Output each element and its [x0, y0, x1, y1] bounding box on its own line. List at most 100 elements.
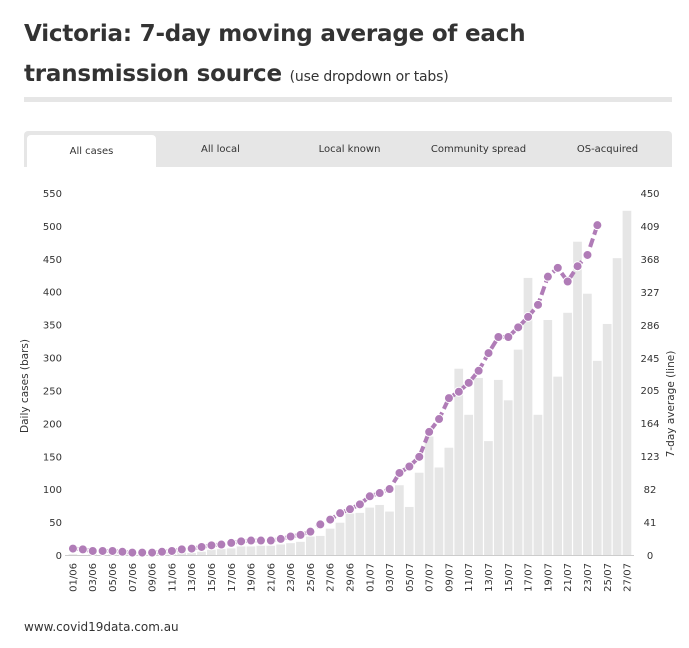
bar [226, 548, 236, 555]
average-point [166, 545, 177, 556]
y2-tick-label: 0 [647, 551, 653, 562]
average-point [443, 393, 454, 404]
bar [305, 536, 315, 555]
x-tick-label: 11/07 [464, 563, 475, 592]
bar [553, 376, 563, 555]
x-tick-label: 01/06 [68, 563, 79, 592]
average-point [285, 531, 296, 542]
x-tick-label: 11/06 [167, 563, 178, 592]
bar [474, 377, 483, 555]
y-tick-label: 450 [43, 255, 62, 266]
bar [216, 549, 226, 555]
average-point [335, 508, 346, 519]
average-point [315, 519, 326, 530]
average-point [325, 514, 336, 525]
bar [424, 436, 434, 555]
bar [197, 551, 206, 555]
x-tick-label: 19/06 [247, 563, 258, 592]
bar [484, 441, 493, 555]
average-point [473, 365, 484, 376]
x-tick-label: 23/06 [286, 563, 297, 592]
average-point [582, 249, 593, 260]
x-tick-label: 15/07 [504, 563, 515, 592]
tab-local-known[interactable]: Local known [318, 143, 381, 155]
x-tick-label: 25/07 [603, 563, 614, 592]
average-point [453, 386, 464, 397]
bar [444, 447, 454, 555]
bar [315, 535, 325, 555]
bar [296, 541, 305, 555]
tab-community-spread[interactable]: Community spread [430, 143, 527, 155]
average-point [77, 544, 88, 555]
bar [187, 553, 196, 555]
average-point [552, 262, 563, 273]
bar [375, 504, 384, 555]
average-point [533, 299, 543, 310]
bar [533, 414, 543, 555]
y2-tick-label: 327 [640, 288, 659, 299]
bar [602, 323, 612, 555]
bar [612, 258, 622, 555]
y-tick-label: 250 [43, 386, 62, 397]
average-point [424, 426, 435, 437]
y2-tick-label: 286 [640, 321, 659, 332]
bar [345, 513, 355, 555]
y-tick-label: 50 [49, 518, 62, 529]
y2-tick-label: 368 [640, 255, 659, 266]
x-tick-label: 03/06 [88, 563, 99, 592]
y2-tick-label: 409 [640, 222, 659, 233]
tab-bar: All cases All local Local known Communit… [24, 131, 672, 167]
average-point [384, 484, 395, 495]
average-point [97, 545, 108, 556]
x-tick-label: 21/06 [266, 563, 277, 592]
x-tick-label: 13/07 [484, 563, 495, 592]
bar [395, 485, 404, 555]
bar [454, 368, 464, 555]
bar [256, 545, 266, 555]
x-tick-label: 27/07 [623, 563, 634, 592]
y2-tick-label: 245 [640, 354, 659, 365]
average-point [404, 461, 415, 472]
bar [236, 546, 246, 555]
y2-tick-label: 164 [640, 419, 659, 430]
bar [266, 545, 276, 555]
bar [573, 241, 582, 556]
bar [503, 400, 513, 555]
average-point [216, 539, 227, 550]
bar [414, 472, 424, 555]
bar [355, 512, 365, 555]
bar [335, 522, 345, 555]
y-tick-label: 300 [43, 354, 62, 365]
average-point [157, 546, 167, 557]
average-point [513, 322, 524, 333]
bar [464, 414, 473, 555]
average-point [434, 414, 445, 425]
tab-os-acquired[interactable]: OS-acquired [576, 143, 639, 155]
average-point [562, 276, 573, 287]
x-tick-label: 05/07 [405, 563, 416, 592]
bar [207, 549, 216, 555]
x-tick-label: 21/07 [563, 563, 574, 592]
title-subtitle: (use dropdown or tabs) [289, 69, 449, 85]
tab-all-local[interactable]: All local [201, 143, 240, 155]
x-tick-label: 07/06 [128, 563, 139, 592]
tab-all-cases[interactable]: All cases [27, 135, 156, 167]
average-point [592, 220, 603, 231]
x-tick-label: 27/06 [326, 563, 337, 592]
bar [523, 277, 533, 555]
title-main: Victoria: 7-day moving average of each t… [24, 21, 526, 87]
x-tick-label: 19/07 [543, 563, 554, 592]
average-point [117, 546, 128, 557]
bar [563, 312, 572, 555]
y2-tick-label: 82 [644, 485, 657, 496]
x-tick-label: 17/07 [524, 563, 535, 592]
x-tick-label: 29/06 [346, 563, 357, 592]
average-point [305, 526, 316, 537]
average-point [463, 377, 474, 388]
bar [622, 210, 632, 555]
y-tick-label: 400 [43, 288, 62, 299]
y2-tick-label: 450 [640, 189, 659, 200]
x-tick-label: 09/06 [148, 563, 159, 592]
average-point [107, 545, 118, 556]
